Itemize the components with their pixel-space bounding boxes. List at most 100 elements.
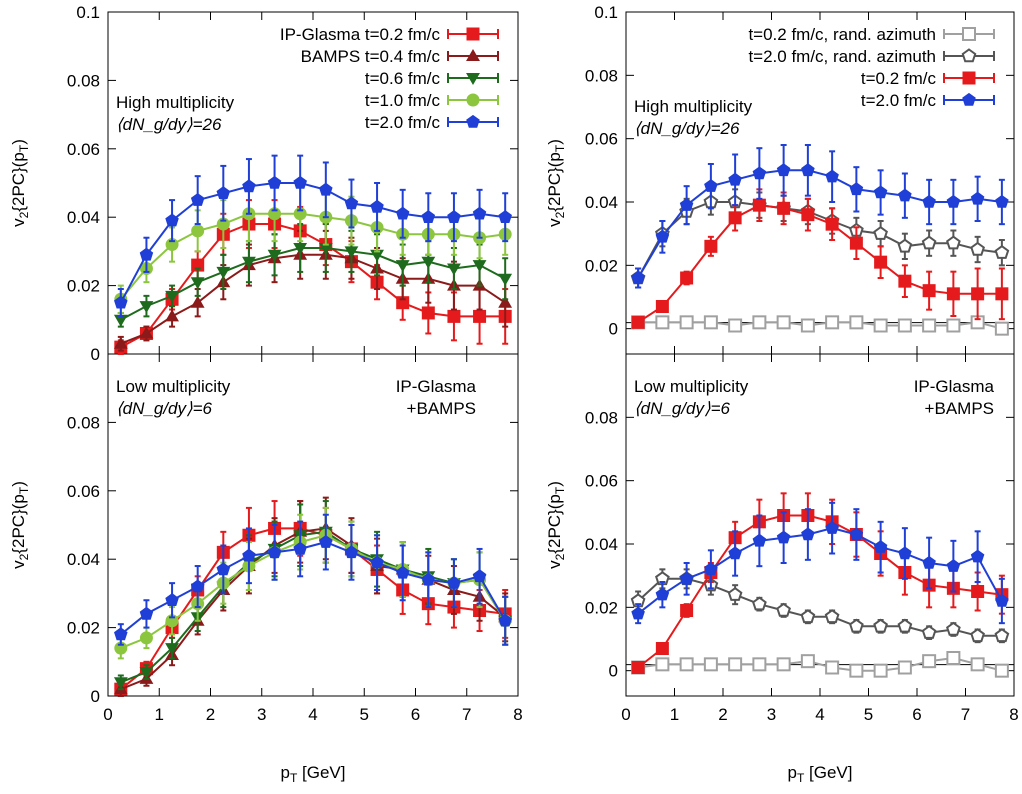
data-point xyxy=(370,199,384,213)
data-point xyxy=(777,201,791,215)
x-tick-label-bottom-left: 5 xyxy=(360,705,369,724)
data-point xyxy=(319,534,333,548)
series-line xyxy=(119,182,506,304)
data-point xyxy=(190,192,205,206)
data-point xyxy=(680,604,694,617)
data-point xyxy=(776,657,791,672)
x-tick-label-bottom-left: 0 xyxy=(103,705,112,724)
legend-marker xyxy=(466,27,480,41)
data-point xyxy=(776,315,791,330)
x-tick-label-bottom-left: 7 xyxy=(462,705,471,724)
data-point xyxy=(849,315,864,330)
data-point xyxy=(165,309,179,322)
data-point xyxy=(922,318,937,333)
data-point xyxy=(946,621,961,636)
y-tick-label-top-left: 0 xyxy=(91,345,100,364)
data-point xyxy=(344,246,359,259)
data-point xyxy=(825,169,839,183)
series-line xyxy=(637,656,1003,672)
data-point xyxy=(897,618,913,633)
high-multiplicity-label-right: High multiplicity xyxy=(634,97,753,116)
data-point xyxy=(922,654,937,669)
data-point xyxy=(190,579,205,593)
data-point xyxy=(267,545,282,559)
data-point xyxy=(395,206,410,220)
data-point xyxy=(849,663,864,678)
series-line xyxy=(637,204,1002,324)
data-point xyxy=(849,236,863,250)
series-line xyxy=(637,527,1003,615)
data-point xyxy=(970,549,985,563)
y-tick-label-top-left: 0.08 xyxy=(67,71,100,90)
series-line xyxy=(120,212,506,300)
data-point xyxy=(897,238,913,253)
model-label-line2-left: +BAMPS xyxy=(407,399,476,418)
data-point xyxy=(824,609,840,624)
data-point xyxy=(971,585,985,598)
y-tick-label-top-right: 0.04 xyxy=(585,193,618,212)
series-bottom-right-0 xyxy=(631,651,1009,678)
data-point xyxy=(293,243,308,256)
data-point xyxy=(800,318,815,333)
data-point xyxy=(994,321,1009,336)
data-point xyxy=(946,235,961,250)
legend-label: t=0.2 fm/c xyxy=(861,69,937,88)
legend-label: BAMPS t=0.4 fm/c xyxy=(301,47,441,66)
data-point xyxy=(319,182,333,196)
data-point xyxy=(825,315,840,330)
legend-entry: t=2.0 fm/c, rand. azimuth xyxy=(748,47,995,66)
legend-marker xyxy=(466,114,480,128)
x-tick-label-bottom-right: 8 xyxy=(1009,705,1018,724)
data-point xyxy=(995,593,1009,607)
data-point xyxy=(498,210,512,223)
data-point xyxy=(472,569,487,583)
legend-entry: t=0.2 fm/c, rand. azimuth xyxy=(748,25,995,44)
legend-entry: IP-Glasma t=0.2 fm/c xyxy=(280,25,499,44)
data-point xyxy=(447,263,461,276)
data-point xyxy=(631,270,645,284)
data-point xyxy=(849,527,864,541)
data-point xyxy=(970,628,985,643)
series-line xyxy=(120,530,507,684)
data-point xyxy=(994,663,1009,678)
data-point xyxy=(873,225,888,240)
data-point xyxy=(946,318,961,333)
data-point xyxy=(800,654,815,669)
legend-label: t=0.2 fm/c, rand. azimuth xyxy=(748,25,936,44)
series-line xyxy=(637,201,1003,279)
y-tick-label-top-right: 0.08 xyxy=(585,66,618,85)
data-point xyxy=(655,229,670,243)
data-point xyxy=(970,657,985,672)
series-line xyxy=(637,169,1003,279)
series-line xyxy=(120,527,506,690)
model-label-line2-right: +BAMPS xyxy=(925,399,994,418)
data-point xyxy=(849,618,864,633)
series-line xyxy=(637,514,1003,669)
data-point xyxy=(970,191,985,205)
data-point xyxy=(114,627,128,641)
data-point xyxy=(139,606,154,620)
legend-marker xyxy=(466,49,480,61)
data-point xyxy=(216,186,231,199)
data-point xyxy=(873,663,888,678)
data-point xyxy=(728,172,742,186)
data-point xyxy=(898,188,912,202)
series-line xyxy=(120,541,507,636)
y-tick-label-bottom-right: 0.06 xyxy=(585,472,618,491)
data-point xyxy=(165,290,179,303)
legend-label: t=2.0 fm/c xyxy=(861,91,937,110)
data-point xyxy=(216,266,231,279)
data-point xyxy=(139,631,153,645)
data-point xyxy=(898,546,912,560)
data-point xyxy=(946,194,961,208)
y-tick-label-top-right: 0.02 xyxy=(585,256,618,275)
low-multiplicity-dndy-left: ⟨dN_g/dy⟩=6 xyxy=(116,399,213,418)
data-point xyxy=(971,287,985,301)
data-point xyxy=(139,301,154,314)
y-tick-label-bottom-right: 0.04 xyxy=(585,535,618,554)
series-line xyxy=(120,223,506,349)
series-top-left-2 xyxy=(113,223,513,328)
x-tick-label-bottom-right: 6 xyxy=(912,705,921,724)
data-point xyxy=(113,677,128,690)
